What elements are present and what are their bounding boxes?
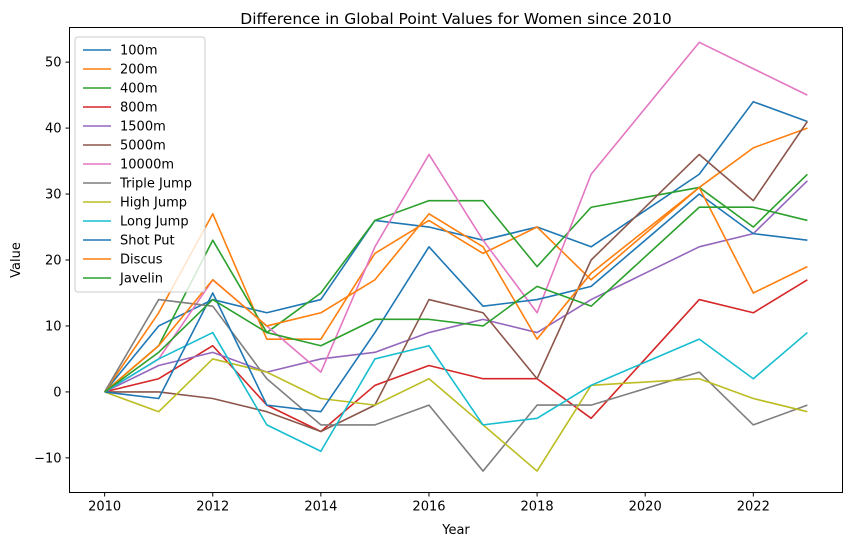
legend: 100m 200m 400m 800m 1500m 5000m 10000m Triple J… [74,36,206,293]
y-tick-label: −10 [34,451,61,466]
legend-label-shot-put: Shot Put [120,234,175,249]
legend-label-javelin: Javelin [119,272,163,287]
legend-label-5000m: 5000m [120,139,166,154]
y-axis: −10 0 10 20 30 40 50 [34,56,70,466]
legend-box [74,36,206,293]
x-tick-label: 2022 [737,500,770,515]
legend-label-100m: 100m [120,44,157,59]
plot-lines [103,41,809,472]
series-line-100m [104,100,808,393]
x-tick-label: 2010 [88,500,121,515]
x-tick-label: 2018 [521,500,554,515]
legend-label-400m: 400m [120,82,157,97]
legend-label-1500m: 1500m [120,120,166,135]
series-line-1500m [104,180,808,393]
legend-label-high-jump: High Jump [120,196,187,211]
y-tick-label: 30 [45,188,62,203]
series-line-400m [104,173,808,393]
y-tick-label: 50 [45,56,62,71]
legend-label-10000m: 10000m [120,158,174,173]
series-line-5000m [104,121,809,433]
y-tick-label: 0 [53,385,61,400]
legend-label-200m: 200m [120,63,157,78]
series-line-shot-put [104,193,808,413]
y-tick-label: 40 [45,122,62,137]
series-line-long-jump [104,331,808,453]
x-tick-label: 2020 [629,500,662,515]
series-line-javelin [104,206,808,393]
chart-title: Difference in Global Point Values for Wo… [240,10,671,28]
y-tick-label: 10 [45,319,62,334]
y-axis-label: Value [9,242,24,278]
legend-label-long-jump: Long Jump [120,215,189,230]
series-line-triple-jump [103,298,808,472]
series-line-high-jump [104,358,808,472]
legend-label-discus: Discus [120,253,163,268]
x-tick-label: 2012 [196,500,229,515]
legend-label-triple-jump: Triple Jump [119,177,192,192]
y-tick-label: 20 [45,254,62,269]
x-tick-label: 2014 [304,500,337,515]
x-tick-label: 2016 [412,500,445,515]
series-line-discus [104,186,808,393]
x-axis-label: Year [441,523,470,538]
legend-label-800m: 800m [120,101,157,116]
x-axis: 2010 2012 2014 2016 2018 2020 2022 [88,492,770,515]
